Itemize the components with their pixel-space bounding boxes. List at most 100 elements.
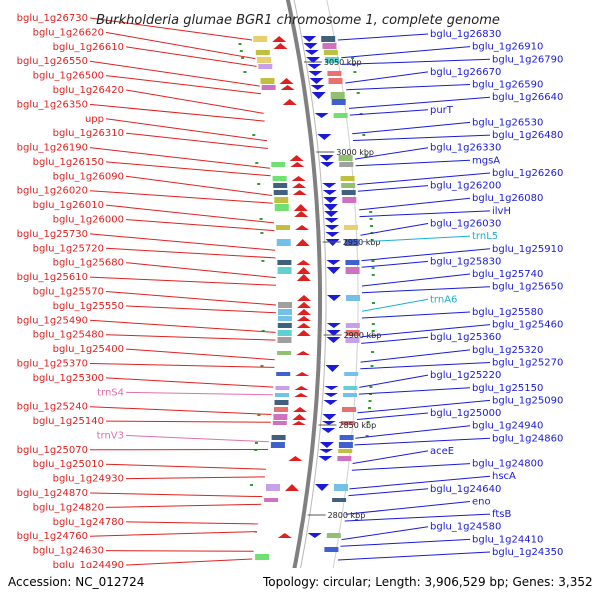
left-connector-line xyxy=(89,531,258,537)
cog-block-right xyxy=(328,78,343,84)
right-connector-line xyxy=(358,387,471,395)
left-gene-label: bglu_1g26500 xyxy=(33,71,104,82)
cog-block-left xyxy=(272,176,287,181)
left-label-connectors xyxy=(89,17,277,566)
forward-gene-arrow xyxy=(309,78,324,84)
kbp-tick-label: 2850 kbp xyxy=(339,421,377,430)
reverse-gene-arrow xyxy=(291,421,306,425)
right-connector-line xyxy=(354,147,429,160)
right-gene-label: bglu_1g25150 xyxy=(472,383,543,394)
cog-block-right xyxy=(339,435,354,440)
cog-block-right xyxy=(338,449,353,453)
forward-gene-arrow xyxy=(325,365,340,372)
cog-block-left xyxy=(255,554,270,560)
reverse-gene-arrow xyxy=(295,239,310,246)
left-connector-line xyxy=(89,319,276,333)
right-gene-label: bglu_1g26200 xyxy=(430,181,501,192)
cog-block-left xyxy=(276,225,290,230)
cog-block-right xyxy=(341,190,356,195)
forward-gene-arrow xyxy=(327,295,341,301)
cog-block-right xyxy=(330,92,345,99)
reverse-gene-arrow xyxy=(292,414,307,420)
cog-block-left xyxy=(271,162,286,167)
marker-dot-left xyxy=(260,232,264,234)
forward-gene-arrow xyxy=(319,155,334,161)
cog-block-right xyxy=(337,456,352,461)
right-gene-label: bglu_1g26670 xyxy=(430,67,501,78)
cog-block-left xyxy=(257,57,272,63)
left-gene-label: bglu_1g26610 xyxy=(53,42,124,53)
right-connector-line xyxy=(360,235,471,243)
reverse-gene-arrow xyxy=(294,393,308,397)
right-connector-line xyxy=(357,399,491,414)
kbp-tick-label: 3000 kbp xyxy=(336,148,374,157)
left-connector-line xyxy=(125,175,273,196)
right-connector-line xyxy=(354,437,491,446)
left-gene-label: bglu_1g25610 xyxy=(17,272,88,283)
cog-block-right xyxy=(333,113,348,118)
right-gene-label: trnL5 xyxy=(472,231,498,242)
marker-dot-right xyxy=(369,218,373,220)
right-gene-label: bglu_1g24640 xyxy=(430,484,501,495)
marker-dot-left xyxy=(257,183,261,185)
left-gene-label: bglu_1g26550 xyxy=(17,56,88,67)
reverse-gene-arrow xyxy=(272,36,287,42)
right-connector-line xyxy=(359,210,491,218)
marker-dot-left xyxy=(255,162,259,164)
right-connector-line xyxy=(351,463,471,471)
left-connector-line xyxy=(125,262,276,279)
left-gene-label: bglu_1g24490 xyxy=(53,560,124,571)
cog-block-left xyxy=(270,442,285,448)
left-connector-line xyxy=(89,147,270,169)
cog-block-right xyxy=(345,337,360,343)
left-connector-line xyxy=(125,89,264,114)
right-gene-label: bglu_1g25830 xyxy=(430,256,501,267)
left-connector-line xyxy=(105,75,261,95)
right-connector-line xyxy=(345,501,471,515)
right-gene-label: bglu_1g26530 xyxy=(472,117,543,128)
marker-dot-right xyxy=(371,323,375,325)
right-gene-label: bglu_1g26790 xyxy=(492,54,563,65)
marker-dot-left xyxy=(261,260,265,262)
right-connector-line xyxy=(359,374,429,388)
left-gene-label: bglu_1g25400 xyxy=(53,344,124,355)
left-connector-line xyxy=(105,503,262,508)
marker-dot-right xyxy=(365,435,369,437)
left-connector-line xyxy=(89,17,253,41)
cog-block-right xyxy=(344,239,359,246)
accession-label: Accession: NC_012724 xyxy=(8,575,144,589)
right-connector-line xyxy=(352,450,429,464)
right-connector-line xyxy=(361,336,429,344)
right-gene-label: mgsA xyxy=(472,155,500,166)
left-connector-line xyxy=(125,46,257,67)
reverse-gene-arrow xyxy=(289,155,304,161)
right-gene-label: ilvH xyxy=(492,206,511,217)
right-connector-line xyxy=(361,298,429,312)
reverse-gene-arrow xyxy=(297,302,311,308)
forward-gene-arrow xyxy=(318,456,333,461)
reverse-gene-arrow xyxy=(296,316,311,321)
marker-dot-right xyxy=(368,400,372,402)
left-gene-label: bglu_1g24760 xyxy=(17,531,88,542)
kbp-tick-label: 3050 kbp xyxy=(324,58,362,67)
reverse-gene-arrow xyxy=(294,386,309,390)
cog-block-right xyxy=(326,533,341,538)
forward-gene-arrow xyxy=(320,162,335,167)
marker-dot-right xyxy=(353,71,357,73)
marker-dot-right xyxy=(370,239,374,241)
left-connector-line xyxy=(89,103,265,122)
right-gene-label: bglu_1g24940 xyxy=(472,421,543,432)
left-connector-line xyxy=(105,291,277,306)
cog-block-left xyxy=(261,85,276,90)
right-gene-label: aceE xyxy=(430,446,454,457)
cog-block-right xyxy=(345,330,360,336)
reverse-gene-arrow xyxy=(294,211,309,217)
kbp-tick-label: 2800 kbp xyxy=(328,511,366,520)
cog-block-left xyxy=(260,78,275,84)
left-connector-line xyxy=(125,305,276,314)
cog-block-right xyxy=(345,267,360,274)
reverse-gene-arrow xyxy=(295,372,310,376)
right-gene-label: bglu_1g25910 xyxy=(492,244,563,255)
backbone-inner-arc xyxy=(293,0,327,600)
